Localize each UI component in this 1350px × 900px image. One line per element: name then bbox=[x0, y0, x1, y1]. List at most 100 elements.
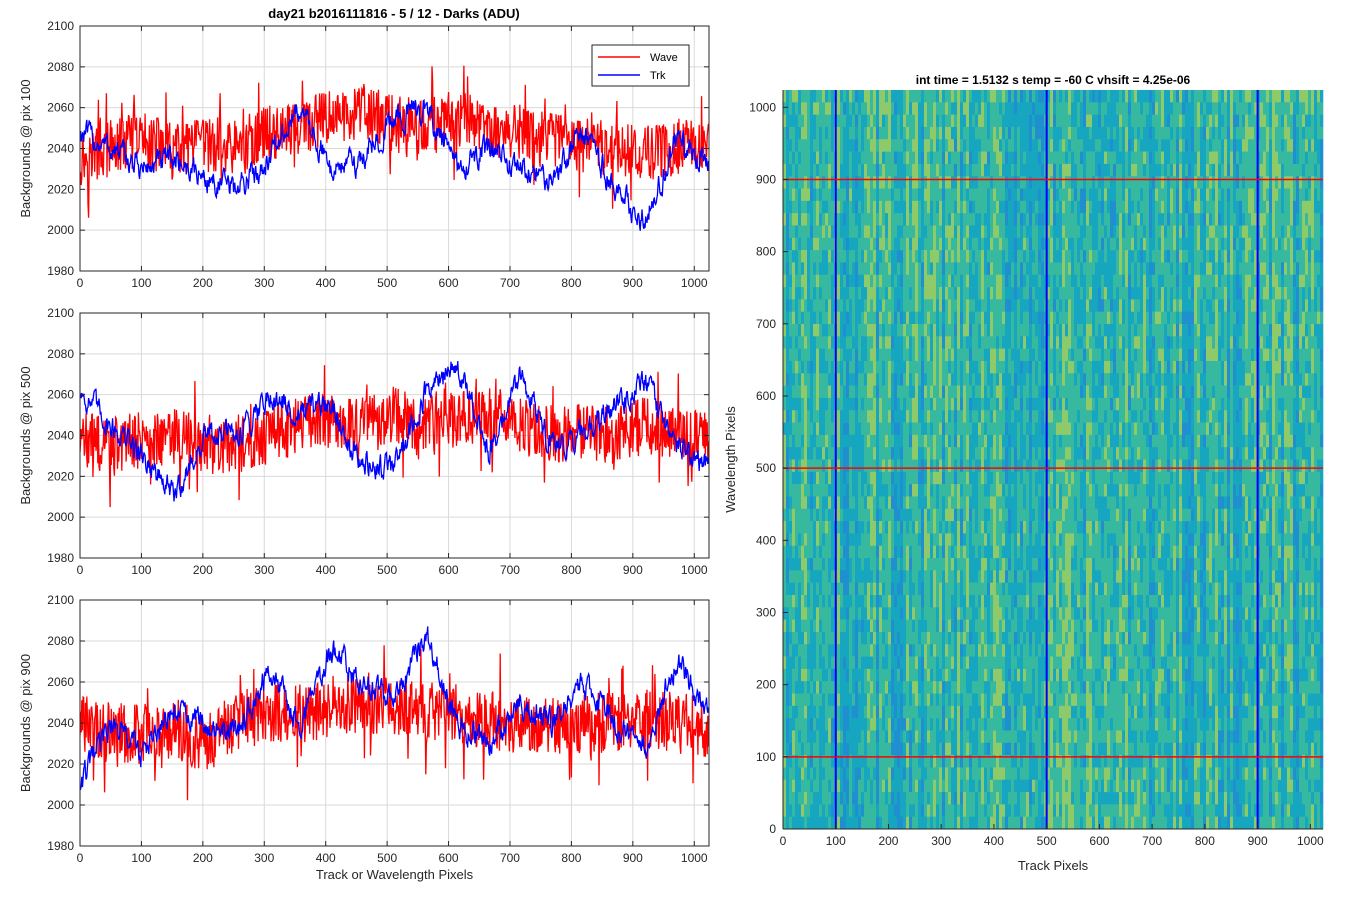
heatmap-cell bbox=[1287, 360, 1291, 374]
heatmap-cell bbox=[1113, 287, 1117, 300]
heatmap-cell bbox=[1227, 373, 1231, 386]
heatmap-cell bbox=[1224, 139, 1228, 152]
heatmap-cell bbox=[912, 90, 916, 103]
heatmap-cell bbox=[915, 188, 919, 202]
heatmap-cell bbox=[825, 200, 829, 214]
heatmap-cell bbox=[1077, 237, 1081, 251]
heatmap-cell bbox=[996, 299, 1000, 312]
heatmap-cell bbox=[1131, 213, 1135, 226]
x-tick-label: 300 bbox=[254, 563, 274, 577]
heatmap-cell bbox=[1209, 360, 1213, 374]
heatmap-cell bbox=[1122, 114, 1126, 128]
heatmap-cell bbox=[1053, 213, 1057, 226]
heatmap-cell bbox=[1152, 336, 1156, 349]
heatmap-cell bbox=[957, 274, 961, 288]
heatmap-cell bbox=[1005, 102, 1009, 115]
heatmap-cell bbox=[1065, 163, 1069, 177]
heatmap-cell bbox=[792, 151, 796, 165]
heatmap-cell bbox=[888, 274, 892, 288]
heatmap-cell bbox=[789, 188, 793, 202]
heatmap-cell bbox=[891, 213, 895, 226]
heatmap-cell bbox=[1098, 213, 1102, 226]
heatmap-cell bbox=[1194, 200, 1198, 214]
heatmap-cell bbox=[1152, 102, 1156, 115]
heatmap-cell bbox=[1263, 250, 1267, 263]
heatmap-cell bbox=[1245, 200, 1249, 214]
heatmap-cell bbox=[1224, 397, 1228, 411]
heatmap-cell bbox=[957, 348, 961, 362]
heatmap-cell bbox=[1137, 237, 1141, 251]
heatmap-cell bbox=[843, 188, 847, 202]
heatmap-cell bbox=[1305, 126, 1309, 140]
heatmap-cell bbox=[876, 250, 880, 263]
heatmap-cell bbox=[1089, 311, 1093, 325]
heatmap-cell bbox=[930, 225, 934, 239]
heatmap-cell bbox=[1062, 237, 1066, 251]
heatmap-cell bbox=[831, 213, 835, 226]
heatmap-cell bbox=[804, 348, 808, 362]
heatmap-cell bbox=[969, 274, 973, 288]
heatmap-cell bbox=[1152, 213, 1156, 226]
heatmap-cell bbox=[954, 262, 958, 276]
heatmap-cell bbox=[1188, 151, 1192, 165]
heatmap-cell bbox=[813, 287, 817, 300]
heatmap-cell bbox=[1071, 188, 1075, 202]
heatmap-cell bbox=[1065, 311, 1069, 325]
heatmap-cell bbox=[1116, 225, 1120, 239]
heatmap-cell bbox=[1224, 126, 1228, 140]
heatmap-cell bbox=[1320, 176, 1324, 189]
heatmap-cell bbox=[975, 262, 979, 276]
heatmap-cell bbox=[858, 90, 862, 103]
heatmap-cell bbox=[1164, 114, 1168, 128]
heatmap-cell bbox=[888, 126, 892, 140]
heatmap-cell bbox=[1170, 373, 1174, 386]
heatmap-cell bbox=[1038, 139, 1042, 152]
heatmap-cell bbox=[1035, 373, 1039, 386]
heatmap-cell bbox=[783, 151, 787, 165]
heatmap-cell bbox=[909, 250, 913, 263]
heatmap-cell bbox=[978, 188, 982, 202]
heatmap-cell bbox=[1233, 274, 1237, 288]
heatmap-cell bbox=[1056, 287, 1060, 300]
heatmap-cell bbox=[873, 200, 877, 214]
heatmap-cell bbox=[1095, 163, 1099, 177]
heatmap-cell bbox=[957, 373, 961, 386]
heatmap-cell bbox=[1158, 188, 1162, 202]
heatmap-cell bbox=[1224, 250, 1228, 263]
heatmap-cell bbox=[870, 139, 874, 152]
heatmap-cell bbox=[948, 262, 952, 276]
heatmap-cell bbox=[1008, 188, 1012, 202]
heatmap-cell bbox=[939, 324, 943, 337]
heatmap-cell bbox=[1053, 90, 1057, 103]
heatmap-cell bbox=[1251, 139, 1255, 152]
heatmap-cell bbox=[999, 102, 1003, 115]
heatmap-cell bbox=[1176, 336, 1180, 349]
heatmap-cell bbox=[1062, 139, 1066, 152]
heatmap-cell bbox=[966, 151, 970, 165]
heatmap-cell bbox=[1110, 139, 1114, 152]
heatmap-cell bbox=[1320, 397, 1324, 411]
heatmap-cell bbox=[945, 139, 949, 152]
heatmap-cell bbox=[939, 410, 943, 423]
heatmap-cell bbox=[858, 373, 862, 386]
heatmap-cell bbox=[843, 200, 847, 214]
heatmap-cell bbox=[1020, 360, 1024, 374]
heatmap-cell bbox=[936, 188, 940, 202]
heatmap-cell bbox=[927, 151, 931, 165]
heatmap-cell bbox=[1095, 200, 1099, 214]
heatmap-cell bbox=[1005, 237, 1009, 251]
heatmap-cell bbox=[1224, 385, 1228, 399]
heatmap-cell bbox=[1011, 126, 1015, 140]
heatmap-cell bbox=[1143, 114, 1147, 128]
heatmap-cell bbox=[930, 262, 934, 276]
heatmap-cell bbox=[882, 200, 886, 214]
heatmap-cell bbox=[954, 176, 958, 189]
heatmap-cell bbox=[1218, 287, 1222, 300]
heatmap-cell bbox=[1155, 385, 1159, 399]
heatmap-cell bbox=[954, 274, 958, 288]
heatmap-cell bbox=[795, 176, 799, 189]
heatmap-cell bbox=[1140, 397, 1144, 411]
heatmap-cell bbox=[1317, 287, 1321, 300]
heatmap-cell bbox=[1266, 213, 1270, 226]
heatmap-cell bbox=[1095, 262, 1099, 276]
